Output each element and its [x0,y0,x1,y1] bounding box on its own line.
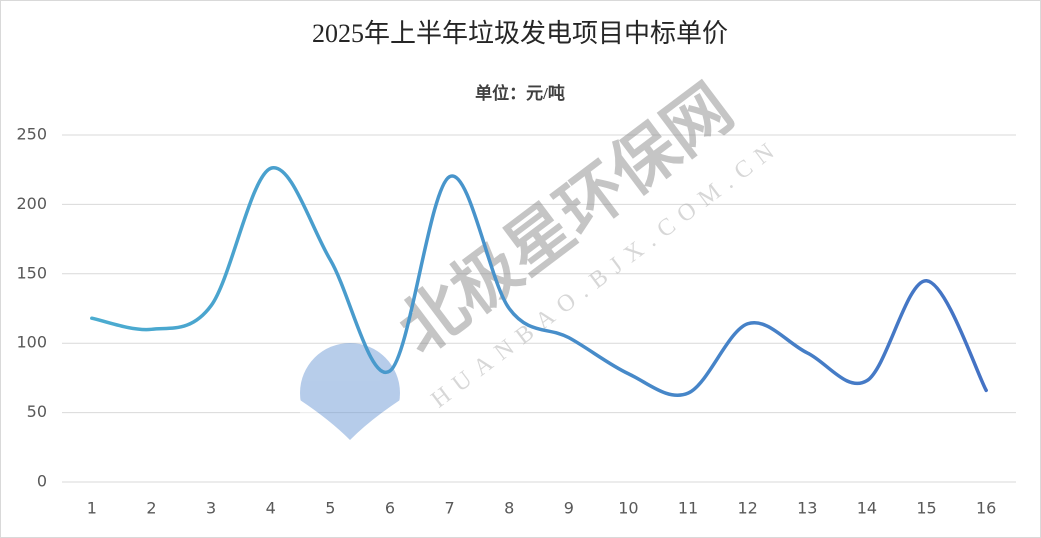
x-tick-label: 14 [857,499,877,518]
x-tick-label: 10 [618,499,638,518]
x-tick-label: 5 [325,499,335,518]
x-tick-label: 3 [206,499,216,518]
x-tick-label: 8 [504,499,514,518]
x-tick-label: 2 [146,499,156,518]
y-tick-label: 100 [16,333,47,352]
x-tick-label: 9 [564,499,574,518]
chart-subtitle: 单位：元/吨 [475,83,565,103]
x-tick-label: 7 [444,499,454,518]
line [90,166,988,397]
watermark-logo-cut [300,400,400,450]
y-tick-label: 0 [37,472,47,491]
y-tick-label: 50 [27,402,47,421]
chart-title: 2025年上半年垃圾发电项目中标单价 [312,19,728,48]
x-tick-label: 11 [678,499,698,518]
grid [62,134,1016,483]
x-tick-label: 15 [916,499,936,518]
x-tick-label: 1 [87,499,97,518]
x-tick-label: 12 [738,499,758,518]
x-tick-label: 6 [385,499,395,518]
x-tick-label: 4 [266,499,276,518]
y-tick-label: 150 [16,263,47,282]
watermark-logo [300,343,400,443]
x-tick-label: 16 [976,499,996,518]
y-tick-label: 200 [16,194,47,213]
x-tick-label: 13 [797,499,817,518]
y-tick-label: 250 [16,125,47,144]
